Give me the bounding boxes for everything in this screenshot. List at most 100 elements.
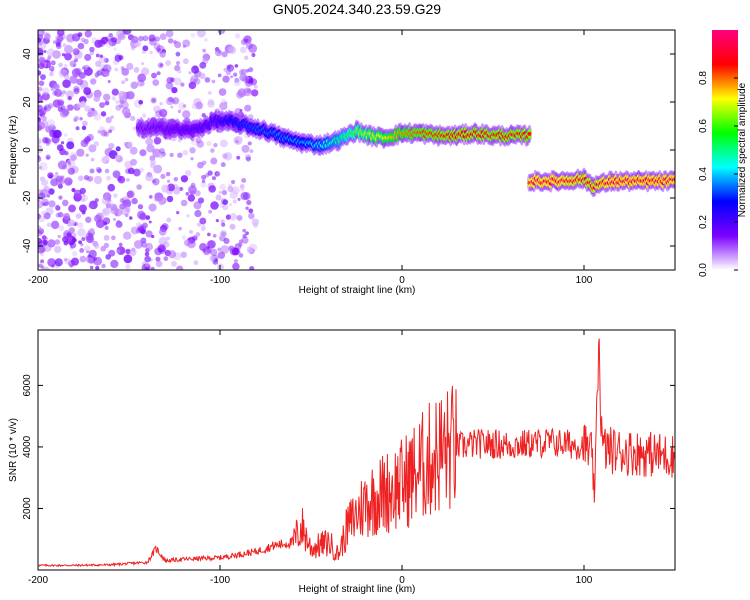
spectrogram-speckle: [38, 47, 44, 56]
spectrogram-speckle: [38, 145, 43, 154]
spectrogram-speckle: [125, 248, 131, 255]
spectrogram-speckle: [46, 222, 52, 228]
spectrogram-speckle: [212, 234, 217, 238]
spectrogram-speckle: [223, 237, 230, 244]
spectrogram-x-ticks: -200 -100 0 100: [28, 30, 593, 286]
spectrogram-speckle: [93, 95, 101, 103]
spectrogram-speckle: [115, 146, 121, 152]
spectrogram-speckle: [101, 68, 105, 72]
spectrogram-speckle: [151, 234, 155, 239]
spectrogram-speckle: [130, 158, 138, 166]
spectrogram-speckle: [55, 204, 60, 209]
spectrogram-speckle: [236, 214, 243, 221]
spectrogram-speckle: [246, 199, 252, 206]
spectrogram-speckle: [219, 183, 227, 191]
spectrogram-speckle: [57, 160, 67, 170]
spectrogram-speckle: [229, 66, 234, 71]
spectrogram-speckle: [118, 242, 123, 247]
spectrogram-speckle: [89, 227, 95, 233]
spectrogram-speckle: [159, 102, 163, 106]
spectrogram-speckle: [38, 161, 48, 171]
spectrogram-speckle: [126, 92, 134, 99]
spectrogram-speckle: [75, 126, 80, 131]
spectrogram-speckle: [190, 32, 196, 38]
spectrogram-speckle: [64, 64, 68, 68]
spectrogram-speckle: [125, 206, 131, 213]
figure-title: GN05.2024.340.23.59.G29: [273, 1, 441, 17]
spectrogram-speckle: [101, 196, 110, 205]
spectrogram-speckle: [94, 72, 100, 78]
spectrogram-speckle: [240, 187, 245, 192]
spectrogram-speckle: [66, 141, 75, 150]
snr-x-tick-label: -100: [210, 575, 230, 586]
spectrogram-speckle: [195, 137, 202, 144]
spectrogram-speckle: [142, 35, 149, 42]
spectrogram-speckle: [242, 233, 247, 239]
spectrogram-speckle: [62, 79, 71, 88]
spectrogram-speckle: [75, 213, 82, 219]
spectrogram-speckle: [222, 204, 229, 211]
spectrogram-speckle: [149, 51, 153, 55]
spectrogram-speckle: [38, 200, 44, 209]
spectrogram-speckle: [130, 81, 139, 90]
spectrogram-speckle: [121, 80, 126, 85]
spectrogram-speckle: [251, 89, 259, 97]
snr-y-tick-label: 4000: [22, 435, 33, 458]
spectrogram-speckle: [203, 37, 208, 42]
spectrogram-speckle: [104, 70, 111, 77]
spectrogram-speckle: [71, 187, 76, 193]
spectrogram-speckle: [81, 125, 87, 131]
snr-y-ticks: 2000 4000 6000: [22, 374, 675, 520]
spectrogram-speckle: [248, 78, 254, 84]
spectrogram-speckle: [140, 213, 147, 220]
spectrogram-speckle: [215, 218, 219, 223]
spectrogram-speckle: [253, 84, 258, 89]
spectrogram-speckle: [98, 126, 106, 133]
spectrogram-speckle: [187, 194, 196, 202]
spectrogram-speckle: [236, 155, 241, 160]
spectrogram-speckle: [195, 232, 201, 237]
spectrogram-speckle: [144, 255, 151, 263]
spectrogram-speckle: [38, 111, 41, 117]
snr-y-label: SNR (10 * v/v): [8, 418, 19, 482]
spectrogram-speckle: [121, 67, 130, 76]
spectrogram-speckle: [60, 141, 65, 145]
spectrogram-speckle: [245, 42, 253, 50]
spectrogram-speckle: [95, 60, 102, 67]
spectrogram-speckle: [210, 248, 218, 257]
spectrogram-speckle: [155, 260, 163, 268]
spectrogram-speckle: [89, 51, 95, 56]
spectrogram-speckle: [64, 177, 73, 186]
spectrogram-speckle: [46, 118, 56, 128]
spectrogram-speckle: [66, 165, 76, 175]
spectrogram-speckle: [58, 195, 63, 200]
spectrogram-ridge-core: [527, 131, 532, 136]
spectrogram-speckle: [111, 36, 117, 43]
spectrogram-speckle: [85, 216, 92, 223]
spectrogram-speckle: [231, 186, 240, 195]
spectrogram-speckle: [104, 147, 114, 157]
spectrogram-speckle: [81, 120, 88, 127]
spectrogram-speckle: [46, 138, 52, 144]
spectrogram-speckle: [41, 210, 46, 215]
spectrogram-speckle: [145, 242, 154, 251]
spectrogram-speckle: [55, 179, 62, 186]
spectrogram-speckle: [79, 79, 89, 89]
spectrogram-speckle: [79, 248, 85, 253]
spectrogram-speckle: [193, 98, 202, 107]
spectrogram-y-label: Frequency (Hz): [8, 116, 19, 185]
spectrogram-speckle: [148, 34, 156, 42]
spectrogram-speckle: [68, 219, 75, 227]
spectrogram-speckle: [43, 185, 50, 193]
spectrogram-speckle: [218, 190, 222, 194]
spectrogram-speckle: [155, 256, 161, 262]
spectrogram-speckle: [90, 109, 98, 117]
spectrogram-speckle: [47, 239, 56, 248]
spectrogram-speckle: [123, 141, 129, 146]
spectrogram-speckle: [66, 33, 75, 43]
spectrogram-speckle: [182, 110, 191, 119]
spectrogram-speckle: [101, 207, 111, 217]
spectrogram-speckle: [46, 48, 56, 57]
